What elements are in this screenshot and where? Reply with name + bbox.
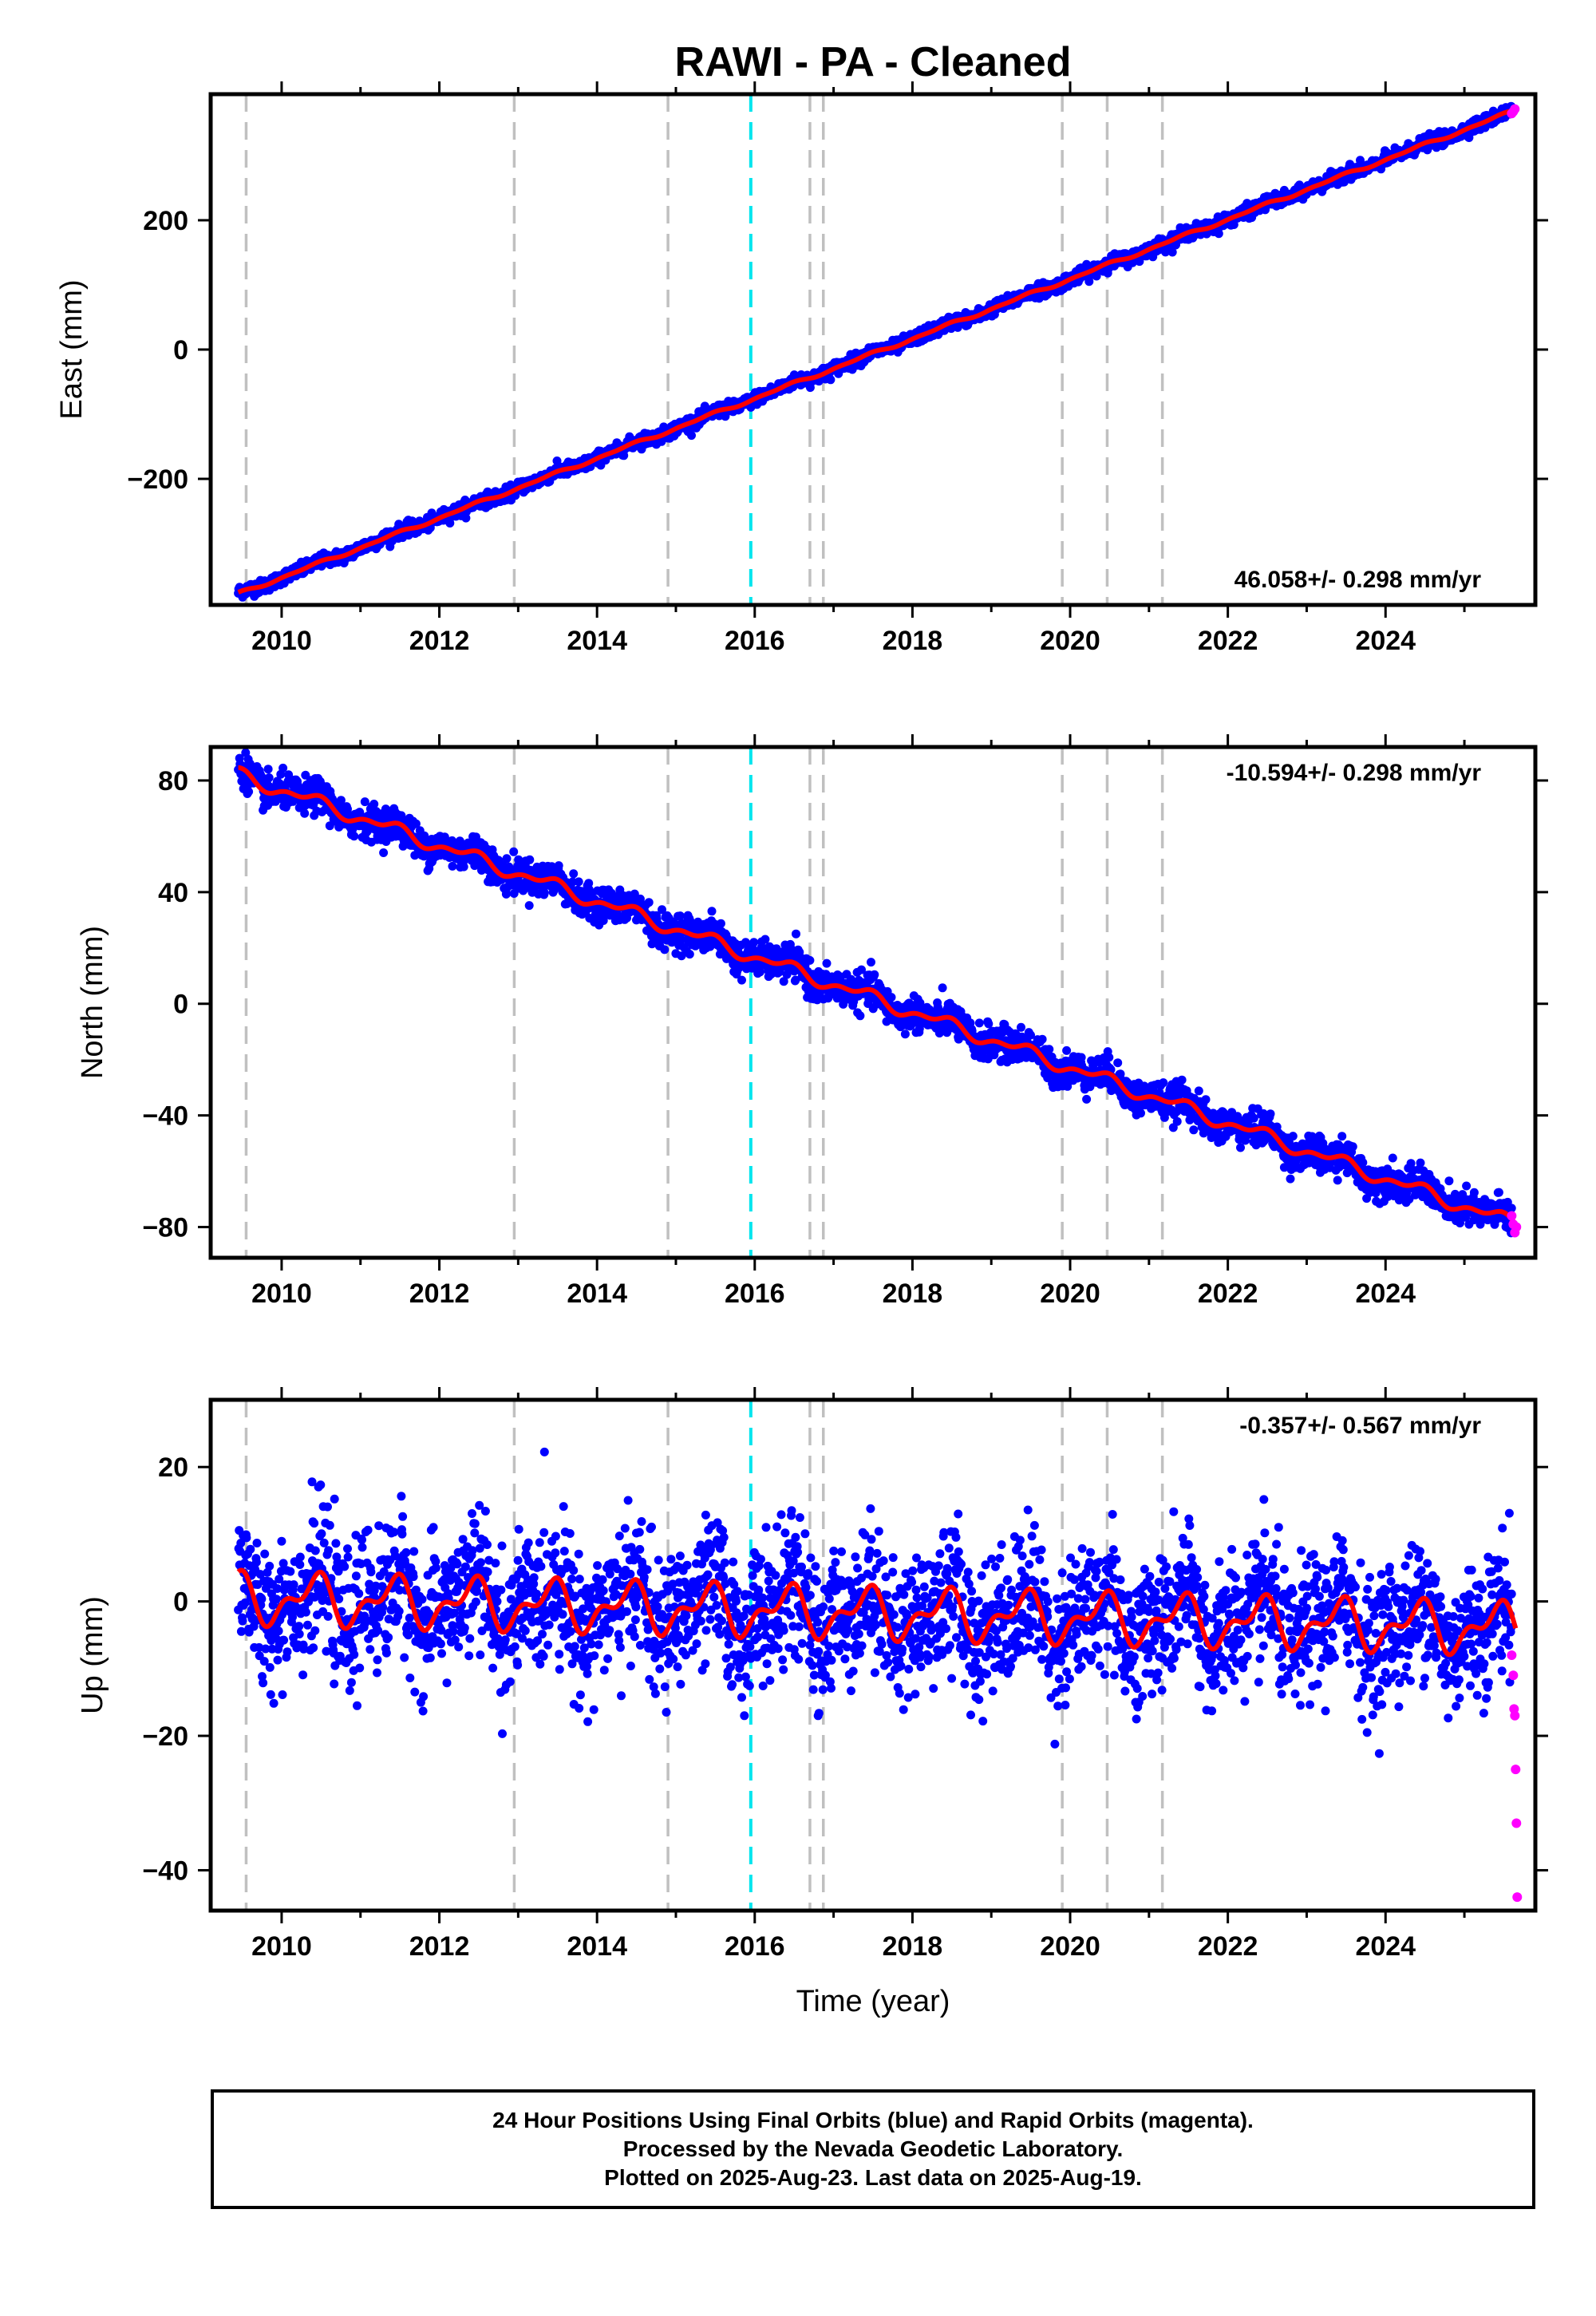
final-orbit-point <box>1214 229 1223 239</box>
final-orbit-point <box>792 929 800 939</box>
final-orbit-point <box>1037 1034 1047 1044</box>
x-tick-label: 2018 <box>883 626 943 656</box>
final-orbit-point <box>263 765 273 774</box>
final-orbit-point <box>379 848 389 857</box>
final-orbit-point <box>539 888 549 898</box>
x-tick-label: 2012 <box>409 626 470 656</box>
x-tick-label: 2010 <box>251 626 312 656</box>
final-orbit-point <box>805 955 815 965</box>
final-orbit-point <box>307 781 317 791</box>
figure-title: RAWI - PA - Cleaned <box>675 39 1072 85</box>
plot-area <box>234 747 1522 1258</box>
final-orbit-point <box>525 855 535 864</box>
final-orbit-point <box>574 877 583 887</box>
final-orbit-point <box>1084 277 1094 287</box>
final-orbit-point <box>502 854 512 864</box>
y-tick-label: 0 <box>173 335 188 366</box>
final-orbit-point <box>855 1011 865 1021</box>
final-orbit-point <box>938 983 947 993</box>
final-orbit-point <box>360 797 369 807</box>
final-orbit-point <box>887 993 896 1002</box>
final-orbit-point <box>974 1018 984 1028</box>
final-orbit-point <box>350 832 359 841</box>
y-tick-label: −200 <box>127 464 188 495</box>
final-orbit-point <box>325 821 334 831</box>
final-orbit-point <box>264 773 274 782</box>
final-orbit-point <box>369 800 379 808</box>
model-line <box>237 108 1516 595</box>
final-orbit-point <box>459 862 468 871</box>
final-orbit-point <box>1017 1022 1025 1032</box>
final-orbit-point <box>737 975 746 985</box>
final-orbit-point <box>448 861 457 871</box>
final-orbit-point <box>284 770 294 780</box>
x-tick-label: 2024 <box>1355 626 1416 656</box>
final-orbit-point <box>300 808 310 818</box>
final-orbit-point <box>1229 220 1238 229</box>
final-orbit-point <box>826 375 836 385</box>
final-orbit-point <box>867 958 875 967</box>
final-orbit-point <box>1356 156 1365 165</box>
final-orbit-point <box>1104 1053 1114 1062</box>
final-orbit-point <box>279 763 288 773</box>
final-orbit-point <box>445 519 455 528</box>
final-orbit-point <box>900 1030 910 1039</box>
final-orbit-point <box>749 938 759 947</box>
final-orbit-point <box>257 772 267 781</box>
final-orbit-point <box>569 869 579 879</box>
panel-1: 2010 2012 2014 2016 2018 2020 2022 2024−80−4004… <box>76 734 1548 1309</box>
rapid-orbit-point <box>1510 104 1520 114</box>
rate-label: 46.058+/- 0.298 mm/yr <box>1235 567 1482 593</box>
final-orbit-point <box>870 970 879 979</box>
final-orbit-point <box>716 919 725 928</box>
final-orbit-point <box>501 889 511 899</box>
final-orbit-point <box>509 847 519 856</box>
final-orbit-point <box>244 787 254 796</box>
final-orbit-point <box>524 901 534 911</box>
final-orbit-point <box>336 796 346 805</box>
final-orbit-point <box>1077 1053 1086 1062</box>
final-orbit-point <box>687 431 696 441</box>
final-orbit-point <box>241 748 251 757</box>
plot-area <box>234 94 1520 605</box>
final-orbit-point <box>1045 1045 1054 1054</box>
panel-0: 2010 2012 2014 2016 2018 2020 2022 2024 −200 0 200… <box>55 81 1548 656</box>
final-orbit-point <box>554 861 563 871</box>
x-tick-label: 2014 <box>567 626 627 656</box>
final-orbit-point <box>675 911 685 921</box>
final-orbit-point <box>660 945 670 954</box>
final-orbit-point <box>685 950 694 959</box>
final-orbit-point <box>1167 247 1177 257</box>
final-orbit-point <box>707 907 717 916</box>
y-tick-label: 200 <box>143 206 188 236</box>
y-axis-label: East (mm) <box>55 279 89 419</box>
x-tick-label: 2020 <box>1040 626 1100 656</box>
final-orbit-point <box>822 958 832 968</box>
x-tick-label: 2016 <box>725 626 785 656</box>
final-orbit-point <box>1082 1094 1092 1104</box>
x-tick-label: 2022 <box>1198 626 1258 656</box>
final-orbit-point <box>1062 1045 1072 1055</box>
final-orbit-point <box>644 898 654 907</box>
